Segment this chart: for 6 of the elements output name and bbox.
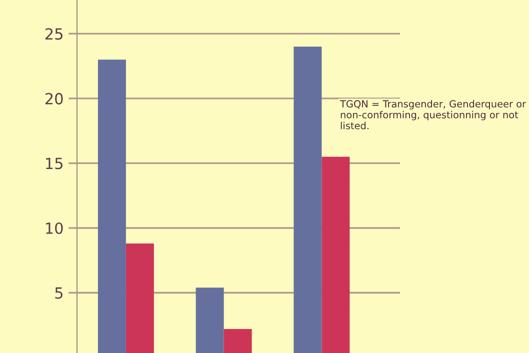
y-tick-label: 25 — [45, 28, 62, 40]
y-tick-label: 20 — [45, 92, 63, 104]
y-tick-label: 15 — [46, 158, 62, 170]
annotation: TGQN = Transgender, Genderqueer or non-conforming, questionning or not listed. — [340, 100, 526, 130]
y-tick-label: 10 — [46, 222, 63, 234]
y-tick-label: 5 — [55, 287, 62, 299]
